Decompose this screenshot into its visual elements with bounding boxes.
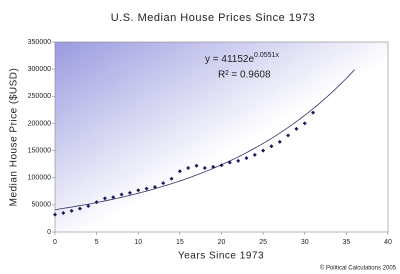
x-tick-label: 25: [259, 239, 267, 246]
x-tick-label: 0: [53, 239, 57, 246]
x-tick-label: 35: [342, 239, 350, 246]
data-point: [227, 160, 232, 165]
data-point: [144, 186, 149, 191]
data-point: [269, 144, 274, 149]
x-tick-label: 5: [95, 239, 99, 246]
plot-area: [54, 41, 389, 233]
data-point: [53, 212, 57, 217]
data-point: [261, 148, 266, 153]
y-axis-label: Median House Price ($USD): [9, 68, 20, 207]
footer: © Political Calculations 2005: [320, 265, 397, 272]
data-point: [169, 176, 174, 181]
y-tick-label: 250000: [28, 93, 51, 100]
data-point: [244, 156, 249, 161]
data-point: [86, 203, 91, 208]
y-tick-label: 50000: [32, 202, 52, 209]
x-tick-label: 40: [384, 239, 392, 246]
equation-base: y = 41152e: [205, 54, 254, 65]
data-point: [186, 165, 191, 170]
data-point: [77, 206, 82, 211]
chart-title: U.S. Median House Prices Since 1973: [111, 12, 316, 24]
r-squared: R² = 0.9608: [218, 70, 271, 81]
trendline: [54, 69, 355, 211]
data-point: [311, 110, 316, 115]
x-axis-label: Years Since 1973: [178, 251, 264, 262]
data-point: [119, 192, 124, 197]
data-point: [177, 169, 182, 174]
y-tick-label: 350000: [28, 39, 51, 46]
y-tick-label: 200000: [28, 120, 51, 127]
trend-equation: y = 41152e0.0551x: [205, 52, 279, 65]
y-tick-label: 0: [47, 229, 51, 236]
data-point: [252, 152, 257, 157]
data-point: [202, 165, 207, 170]
y-tick-label: 300000: [28, 66, 51, 73]
data-point: [136, 188, 141, 193]
y-tick-label: 150000: [28, 147, 51, 154]
x-tick-label: 30: [301, 239, 309, 246]
data-point: [302, 121, 307, 126]
data-point: [211, 164, 216, 169]
data-point: [236, 158, 241, 163]
data-point: [94, 200, 99, 205]
data-point: [127, 190, 132, 195]
data-point: [286, 133, 291, 138]
data-point: [69, 208, 74, 213]
data-point: [111, 195, 116, 200]
x-tick-label: 10: [134, 239, 142, 246]
data-point: [61, 211, 66, 215]
equation-exponent: 0.0551x: [254, 52, 279, 59]
y-tick-label: 100000: [28, 175, 51, 182]
data-point: [152, 184, 157, 189]
x-tick-label: 15: [176, 239, 184, 246]
data-point: [219, 163, 224, 168]
data-point: [194, 163, 199, 168]
data-point: [102, 196, 107, 201]
data-point: [277, 139, 282, 144]
data-point: [161, 181, 166, 186]
data-point: [294, 126, 299, 131]
x-tick-label: 20: [218, 239, 226, 246]
